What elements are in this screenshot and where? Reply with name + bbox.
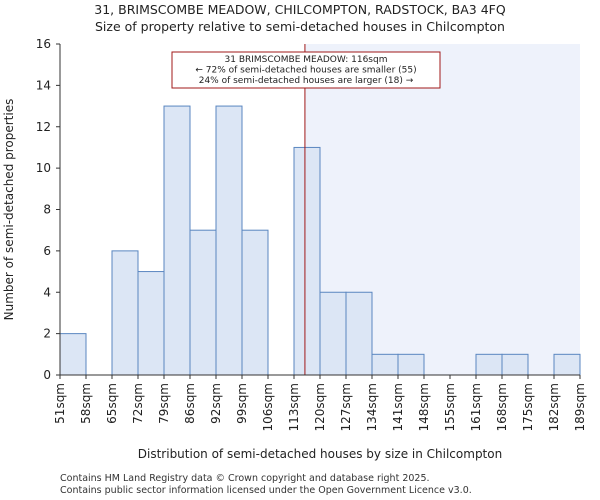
y-tick-label: 2 [43,327,51,341]
annotation-box [171,51,441,89]
x-tick-label: 72sqm [131,383,145,424]
chart-title: 31, BRIMSCOMBE MEADOW, CHILCOMPTON, RADS… [94,2,506,17]
y-tick-label: 10 [36,161,51,175]
x-tick-label: 182sqm [547,383,561,431]
x-tick-label: 127sqm [339,383,353,431]
x-tick-label: 79sqm [157,383,171,424]
x-tick-label: 168sqm [495,383,509,431]
x-tick-label: 92sqm [209,383,223,424]
histogram-bar [215,105,243,376]
x-tick-label: 134sqm [365,383,379,431]
histogram-bar [501,353,529,376]
x-tick-label: 58sqm [79,383,93,424]
y-tick-label: 4 [43,285,51,299]
y-tick-label: 8 [43,203,51,217]
annotation-line-2: ← 72% of semi-detached houses are smalle… [195,66,416,76]
annotation-line-3: 24% of semi-detached houses are larger (… [199,76,414,86]
y-tick-label: 6 [43,244,51,258]
y-tick-label: 0 [43,368,51,382]
x-tick-label: 189sqm [573,383,587,431]
y-tick-label: 14 [36,78,51,92]
x-tick-label: 113sqm [287,383,301,431]
x-tick-label: 148sqm [417,383,431,431]
x-tick-label: 141sqm [391,383,405,431]
x-tick-label: 161sqm [469,383,483,431]
x-tick-label: 65sqm [105,383,119,424]
histogram-bar [371,353,399,376]
y-tick-label: 16 [36,37,51,51]
histogram-bar [553,353,581,376]
histogram-chart: 0 2 4 6 8 10 12 14 16 51sqm 58sqm 65sqm 72sqm 79sqm 86… [2,37,587,461]
histogram-bar [293,146,321,376]
y-axis-title: Number of semi-detached properties [2,99,16,321]
x-tick-label: 175sqm [521,383,535,431]
y-tick-label: 12 [36,120,51,134]
annotation-line-1: 31 BRIMSCOMBE MEADOW: 116sqm [225,55,388,65]
x-tick-label: 155sqm [443,383,457,431]
x-tick-label: 106sqm [261,383,275,431]
footer-line-1: Contains HM Land Registry data © Crown c… [60,473,430,484]
histogram-bar [189,229,217,376]
histogram-bar [111,250,139,376]
x-tick-label: 120sqm [313,383,327,431]
histogram-bar [59,333,87,376]
histogram-bar [137,271,165,376]
x-axis-title: Distribution of semi-detached houses by … [138,447,502,461]
x-tick-label: 99sqm [235,383,249,424]
histogram-bar [241,229,269,376]
histogram-bar [475,353,503,376]
histogram-bar [163,105,191,376]
footer-line-2: Contains public sector information licen… [60,485,472,496]
x-tick-label: 86sqm [183,383,197,424]
x-tick-label: 51sqm [53,383,67,424]
histogram-bar [345,291,373,376]
histogram-bar [319,291,347,376]
histogram-bar [397,353,425,376]
chart-subtitle: Size of property relative to semi-detach… [95,19,505,34]
